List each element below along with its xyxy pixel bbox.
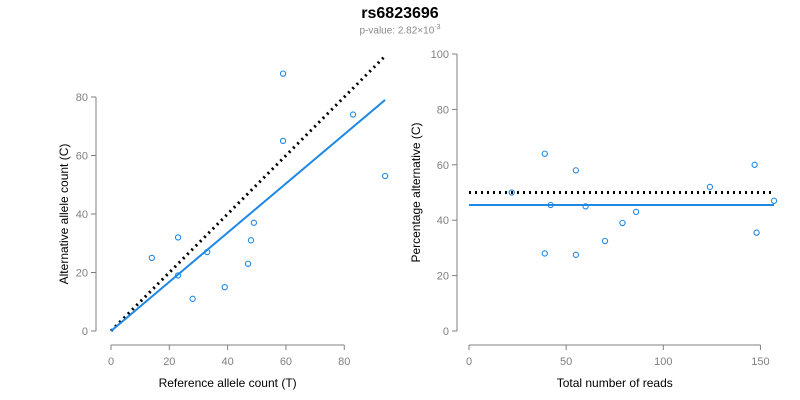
- x-tick-label: 0: [108, 356, 114, 368]
- x-axis-title: Reference allele count (T): [159, 376, 297, 390]
- data-point: [189, 295, 196, 302]
- x-tick-label: 150: [751, 356, 769, 368]
- chart-subtitle: p-value: 2.82×10-3: [0, 24, 800, 36]
- y-tick-label: 80: [76, 92, 88, 104]
- y-tick-label: 100: [431, 49, 449, 61]
- p-value-exponent: -3: [434, 24, 441, 31]
- data-point: [244, 260, 252, 267]
- data-point: [279, 137, 287, 145]
- data-point: [279, 70, 287, 77]
- y-axis-title: Alternative allele count (C): [57, 144, 71, 285]
- y-tick-label: 80: [437, 104, 449, 116]
- data-point: [349, 111, 357, 118]
- y-axis-title: Percentage alternative (C): [409, 122, 423, 262]
- x-tick-label: 0: [466, 356, 472, 368]
- x-tick-label: 80: [338, 356, 350, 368]
- data-point: [541, 250, 548, 257]
- data-point: [582, 203, 589, 210]
- data-point: [572, 251, 580, 258]
- reference-line: [109, 54, 387, 333]
- x-tick-label: 50: [560, 356, 572, 368]
- y-tick-label: 60: [76, 151, 88, 163]
- y-tick-label: 20: [437, 271, 449, 283]
- y-tick-label: 40: [437, 215, 449, 227]
- x-axis-title: Total number of reads: [557, 376, 673, 390]
- data-point: [632, 208, 640, 216]
- data-point: [250, 219, 258, 226]
- left-scatter-panel: 0 20 40 60 80 0 20 40 60 80 Reference allele count…: [57, 54, 389, 390]
- y-tick-label: 40: [76, 209, 88, 221]
- data-point: [204, 248, 211, 256]
- data-point: [541, 150, 548, 157]
- fit-line: [110, 99, 386, 332]
- data-point: [547, 201, 554, 209]
- p-value-text: p-value: 2.82×10: [359, 25, 435, 37]
- data-point: [601, 237, 609, 245]
- data-point: [770, 197, 778, 204]
- data-point: [619, 219, 626, 227]
- data-point: [381, 172, 389, 180]
- y-tick-label: 60: [437, 160, 449, 172]
- data-point: [572, 167, 580, 174]
- x-tick-label: 20: [163, 356, 175, 368]
- right-scatter-panel: 0 50 100 150 0 20 40 60 80 100 Total number of rea…: [409, 49, 778, 390]
- y-tick-label: 0: [82, 326, 88, 338]
- y-tick-label: 0: [443, 326, 449, 338]
- y-tick-label: 20: [76, 268, 88, 280]
- chart-title: rs6823696: [361, 5, 439, 22]
- data-point: [174, 272, 182, 279]
- data-point: [174, 234, 182, 241]
- x-tick-label: 100: [654, 356, 672, 368]
- data-point: [221, 283, 228, 291]
- x-tick-label: 40: [222, 356, 234, 368]
- data-point: [753, 229, 760, 236]
- data-point: [508, 189, 515, 196]
- x-tick-label: 60: [280, 356, 292, 368]
- data-point: [148, 254, 155, 262]
- data-point: [247, 237, 255, 244]
- data-point: [706, 183, 714, 191]
- data-point: [751, 161, 758, 168]
